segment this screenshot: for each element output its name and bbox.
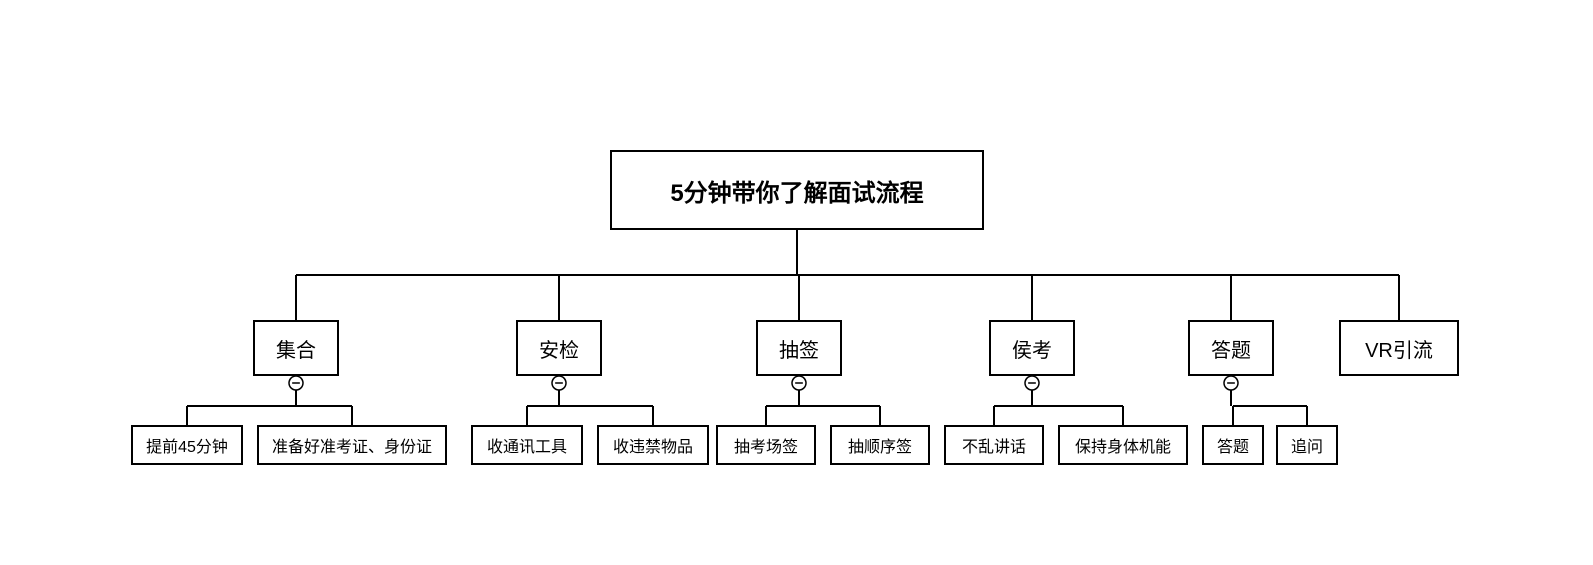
mid-node-n2[interactable]: 安检 xyxy=(516,320,602,376)
mid-node-n4[interactable]: 侯考 xyxy=(989,320,1075,376)
leaf-label: 抽考场签 xyxy=(734,433,798,457)
leaf-label: 答题 xyxy=(1217,433,1249,457)
leaf-label: 不乱讲话 xyxy=(962,433,1026,457)
collapse-marker[interactable] xyxy=(792,376,806,390)
leaf-label: 追问 xyxy=(1291,433,1323,457)
leaf-node-n5b[interactable]: 追问 xyxy=(1276,425,1338,465)
leaf-label: 准备好准考证、身份证 xyxy=(272,433,432,457)
mid-node-n1[interactable]: 集合 xyxy=(253,320,339,376)
leaf-node-n3b[interactable]: 抽顺序签 xyxy=(830,425,930,465)
leaf-node-n4a[interactable]: 不乱讲话 xyxy=(944,425,1044,465)
mid-label: VR引流 xyxy=(1365,334,1433,363)
collapse-marker[interactable] xyxy=(552,376,566,390)
leaf-node-n1b[interactable]: 准备好准考证、身份证 xyxy=(257,425,447,465)
leaf-node-n1a[interactable]: 提前45分钟 xyxy=(131,425,243,465)
connector-layer xyxy=(0,0,1593,565)
leaf-node-n4b[interactable]: 保持身体机能 xyxy=(1058,425,1188,465)
mid-label: 集合 xyxy=(276,334,316,363)
diagram-canvas: 5分钟带你了解面试流程集合安检抽签侯考答题VR引流提前45分钟准备好准考证、身份… xyxy=(0,0,1593,565)
leaf-label: 收通讯工具 xyxy=(487,433,567,457)
leaf-label: 收违禁物品 xyxy=(613,433,693,457)
collapse-marker[interactable] xyxy=(289,376,303,390)
mid-label: 抽签 xyxy=(779,334,819,363)
root-label: 5分钟带你了解面试流程 xyxy=(670,173,923,208)
mid-node-n6[interactable]: VR引流 xyxy=(1339,320,1459,376)
leaf-node-n5a[interactable]: 答题 xyxy=(1202,425,1264,465)
root-node[interactable]: 5分钟带你了解面试流程 xyxy=(610,150,984,230)
leaf-label: 抽顺序签 xyxy=(848,433,912,457)
leaf-node-n2a[interactable]: 收通讯工具 xyxy=(471,425,583,465)
mid-node-n5[interactable]: 答题 xyxy=(1188,320,1274,376)
leaf-label: 保持身体机能 xyxy=(1075,433,1171,457)
collapse-marker[interactable] xyxy=(1025,376,1039,390)
mid-label: 答题 xyxy=(1211,334,1251,363)
leaf-label: 提前45分钟 xyxy=(146,433,228,457)
mid-label: 安检 xyxy=(539,334,579,363)
mid-label: 侯考 xyxy=(1012,334,1052,363)
leaf-node-n3a[interactable]: 抽考场签 xyxy=(716,425,816,465)
mid-node-n3[interactable]: 抽签 xyxy=(756,320,842,376)
collapse-marker[interactable] xyxy=(1224,376,1238,390)
leaf-node-n2b[interactable]: 收违禁物品 xyxy=(597,425,709,465)
